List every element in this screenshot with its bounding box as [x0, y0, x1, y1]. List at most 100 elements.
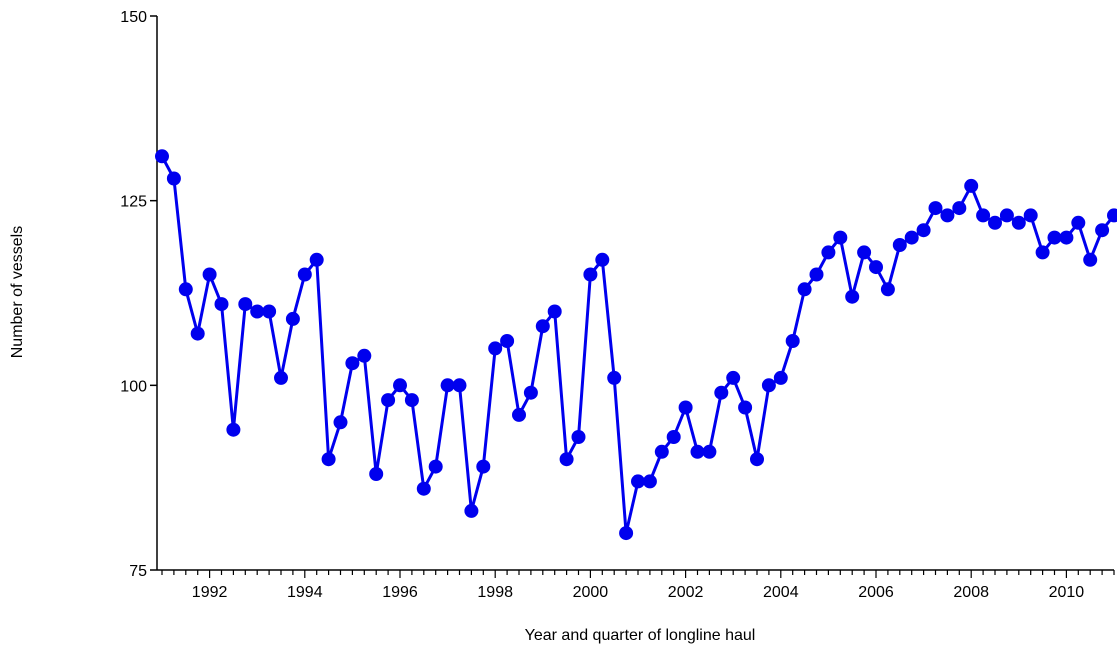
data-point	[476, 459, 491, 474]
data-point	[547, 304, 562, 319]
data-point	[797, 282, 812, 297]
data-point	[738, 400, 753, 415]
data-point	[583, 267, 598, 282]
data-point	[821, 245, 836, 260]
data-point	[785, 334, 800, 348]
data-point	[714, 385, 729, 400]
data-point	[559, 452, 574, 467]
x-tick-label: 1992	[192, 584, 228, 601]
x-tick-label: 2010	[1049, 584, 1085, 601]
data-point	[416, 481, 431, 496]
data-point	[619, 526, 634, 541]
y-axis-title: Number of vessels	[9, 226, 26, 359]
data-point	[952, 201, 967, 216]
y-tick-label: 150	[120, 9, 147, 26]
data-point	[464, 503, 479, 518]
data-point	[226, 422, 241, 437]
data-point	[369, 467, 384, 481]
data-point	[571, 430, 586, 444]
data-point	[166, 171, 181, 186]
data-point	[428, 459, 443, 474]
data-point	[999, 208, 1014, 223]
data-point	[321, 452, 336, 467]
data-point	[1083, 252, 1098, 267]
data-point	[726, 370, 741, 385]
data-point	[809, 267, 824, 282]
x-tick-label: 2008	[953, 584, 989, 601]
x-tick-label: 2000	[573, 584, 609, 601]
data-point	[761, 378, 776, 393]
data-point	[500, 334, 515, 348]
data-point	[642, 474, 657, 489]
data-point	[250, 304, 265, 319]
x-tick-label: 1998	[477, 584, 513, 601]
data-point	[274, 370, 288, 385]
data-point	[440, 378, 455, 393]
data-point	[345, 356, 360, 371]
data-point	[238, 297, 253, 312]
data-point	[262, 304, 277, 319]
data-point	[880, 282, 895, 297]
data-point	[202, 267, 217, 282]
data-point	[333, 415, 348, 430]
data-point	[393, 378, 407, 393]
data-point	[1011, 215, 1026, 230]
data-point	[357, 348, 372, 363]
data-point	[702, 444, 717, 459]
data-point	[833, 230, 848, 245]
y-tick-label: 75	[129, 563, 147, 580]
data-point	[976, 208, 991, 223]
data-point	[155, 149, 169, 164]
data-point	[512, 407, 526, 422]
x-tick-label: 1996	[382, 584, 418, 601]
data-point	[381, 393, 396, 408]
data-point	[452, 378, 467, 393]
data-point	[309, 252, 324, 267]
data-point	[690, 444, 705, 459]
data-point	[1023, 208, 1038, 223]
data-point	[750, 452, 764, 467]
y-tick-label: 125	[120, 194, 147, 211]
data-point	[1035, 245, 1050, 260]
data-point	[607, 370, 622, 385]
data-point	[654, 444, 669, 459]
data-point	[678, 400, 693, 415]
data-point	[916, 223, 931, 238]
data-point	[1107, 208, 1117, 223]
data-point	[523, 385, 538, 400]
x-tick-label: 1994	[287, 584, 323, 601]
data-point	[857, 245, 872, 260]
data-point	[666, 430, 681, 444]
data-point	[631, 474, 645, 489]
x-tick-label: 2002	[668, 584, 704, 601]
data-point	[904, 230, 919, 245]
data-point	[940, 208, 955, 223]
data-point	[892, 238, 907, 252]
data-point	[1059, 230, 1074, 245]
data-point	[1095, 223, 1110, 238]
data-point	[297, 267, 312, 282]
data-point	[285, 311, 300, 326]
x-tick-label: 2006	[858, 584, 894, 601]
data-point	[190, 326, 205, 341]
x-tick-label: 2004	[763, 584, 799, 601]
data-point	[964, 178, 979, 193]
data-point	[178, 282, 193, 297]
x-axis: 1992 1994 1996 1998 2000 2002 2004 2006 2008 2010	[157, 569, 1115, 601]
x-axis-title: Year and quarter of longline haul	[525, 627, 756, 644]
data-point	[1071, 215, 1086, 230]
series-layer	[155, 149, 1117, 541]
y-tick-label: 100	[120, 378, 147, 395]
data-point	[214, 297, 229, 312]
data-point	[845, 289, 860, 304]
data-point	[928, 201, 943, 216]
data-point	[595, 252, 610, 267]
data-point	[869, 260, 883, 275]
data-point	[535, 319, 550, 334]
data-point	[1047, 230, 1062, 245]
data-point	[773, 370, 788, 385]
data-point	[988, 215, 1002, 230]
data-point	[404, 393, 419, 408]
y-axis: 75 100 125 150	[120, 9, 158, 580]
